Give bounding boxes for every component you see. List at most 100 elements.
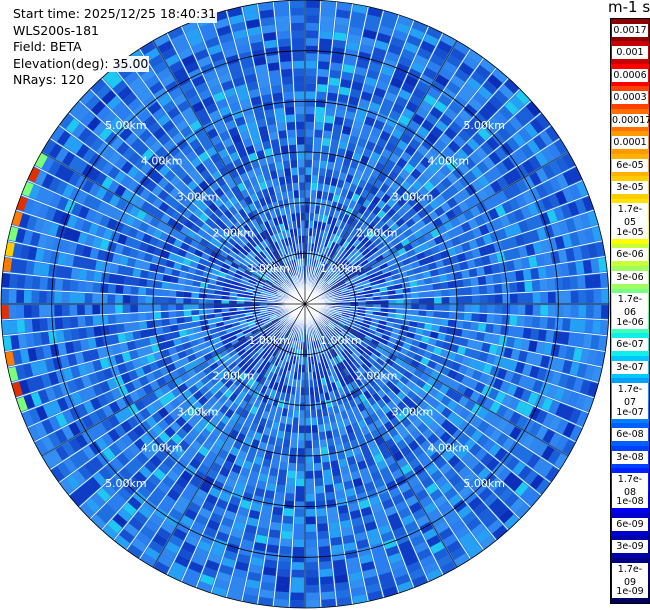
range-gate	[391, 237, 401, 246]
range-gate	[281, 152, 290, 162]
range-gate	[203, 232, 213, 242]
range-gate	[145, 287, 154, 296]
range-gate	[136, 143, 149, 156]
range-gate	[362, 319, 371, 325]
range-gate	[230, 412, 240, 423]
range-gate	[385, 187, 396, 198]
range-gate	[246, 242, 254, 251]
range-gate	[282, 76, 293, 85]
range-gate	[165, 80, 179, 94]
range-gate	[466, 77, 482, 91]
range-gate	[329, 529, 341, 539]
range-gate	[188, 168, 200, 180]
range-gate	[399, 428, 410, 439]
range-gate	[366, 230, 375, 240]
range-gate	[165, 541, 180, 555]
range-gate	[227, 331, 236, 338]
range-gate	[176, 317, 185, 324]
range-gate	[314, 267, 319, 276]
range-gate	[384, 345, 393, 354]
range-gate	[335, 155, 344, 165]
range-gate	[256, 527, 269, 537]
range-gate	[254, 268, 262, 275]
range-gate	[488, 253, 499, 264]
range-gate	[222, 233, 232, 242]
range-gate	[515, 270, 525, 281]
range-gate	[139, 408, 151, 420]
range-gate	[456, 148, 469, 161]
range-gate	[485, 353, 496, 365]
range-gate	[163, 414, 175, 426]
range-gate	[283, 353, 289, 362]
range-gate	[550, 344, 561, 357]
range-gate	[254, 285, 263, 290]
range-gate	[406, 249, 416, 258]
range-gate	[327, 359, 333, 368]
range-gate	[76, 449, 90, 464]
range-gate	[114, 438, 128, 452]
range-gate	[417, 548, 432, 561]
range-gate	[181, 144, 193, 156]
range-gate	[208, 202, 219, 213]
range-gate	[223, 342, 233, 350]
range-gate	[240, 98, 252, 109]
range-gate	[487, 294, 495, 304]
range-gate	[177, 495, 191, 508]
range-gate	[299, 190, 305, 198]
range-gate	[305, 98, 315, 107]
range-gate	[336, 323, 345, 329]
range-gate	[421, 476, 434, 489]
range-gate	[342, 441, 352, 451]
range-gate	[162, 100, 176, 113]
range-gate	[342, 385, 350, 395]
range-gate	[479, 295, 488, 304]
range-gate	[577, 275, 586, 289]
range-gate	[273, 100, 284, 109]
range-gate	[337, 281, 346, 287]
range-gate	[296, 463, 305, 472]
range-gate	[238, 208, 247, 218]
range-gate	[315, 198, 322, 207]
range-gate	[322, 273, 329, 281]
range-gate	[212, 337, 222, 344]
range-gate	[306, 592, 320, 601]
range-gate	[375, 346, 384, 354]
range-gate	[520, 449, 534, 464]
range-gate	[351, 273, 360, 280]
range-gate	[435, 120, 448, 133]
range-gate	[434, 100, 448, 113]
range-gate	[321, 272, 328, 280]
range-gate	[345, 322, 354, 328]
range-gate	[542, 429, 556, 444]
range-gate	[26, 215, 38, 231]
range-gate	[219, 237, 228, 246]
range-gate	[297, 228, 302, 236]
range-gate	[597, 336, 608, 351]
range-gate	[88, 441, 102, 456]
range-gate	[567, 391, 580, 407]
range-gate	[136, 347, 146, 358]
range-gate	[191, 41, 206, 54]
ring-label: 1.00km	[320, 262, 362, 275]
range-gate	[102, 146, 116, 161]
range-gate	[472, 295, 480, 304]
range-gate	[469, 443, 482, 456]
azimuth-line	[304, 151, 569, 305]
range-gate	[42, 453, 56, 469]
range-gate	[246, 169, 256, 179]
range-gate	[323, 469, 332, 478]
range-gate	[231, 133, 242, 145]
range-gate	[273, 153, 282, 163]
range-gate	[269, 338, 277, 346]
range-gate	[409, 501, 422, 514]
range-gate	[272, 452, 281, 462]
colorbar-tick-label: 6e-06	[612, 248, 648, 262]
range-gate	[157, 189, 169, 201]
range-gate	[209, 237, 219, 246]
range-gate	[180, 335, 190, 344]
range-gate	[435, 339, 445, 349]
range-gate	[390, 222, 400, 232]
range-gate	[547, 357, 558, 370]
range-gate	[416, 322, 426, 329]
range-gate	[426, 132, 439, 145]
